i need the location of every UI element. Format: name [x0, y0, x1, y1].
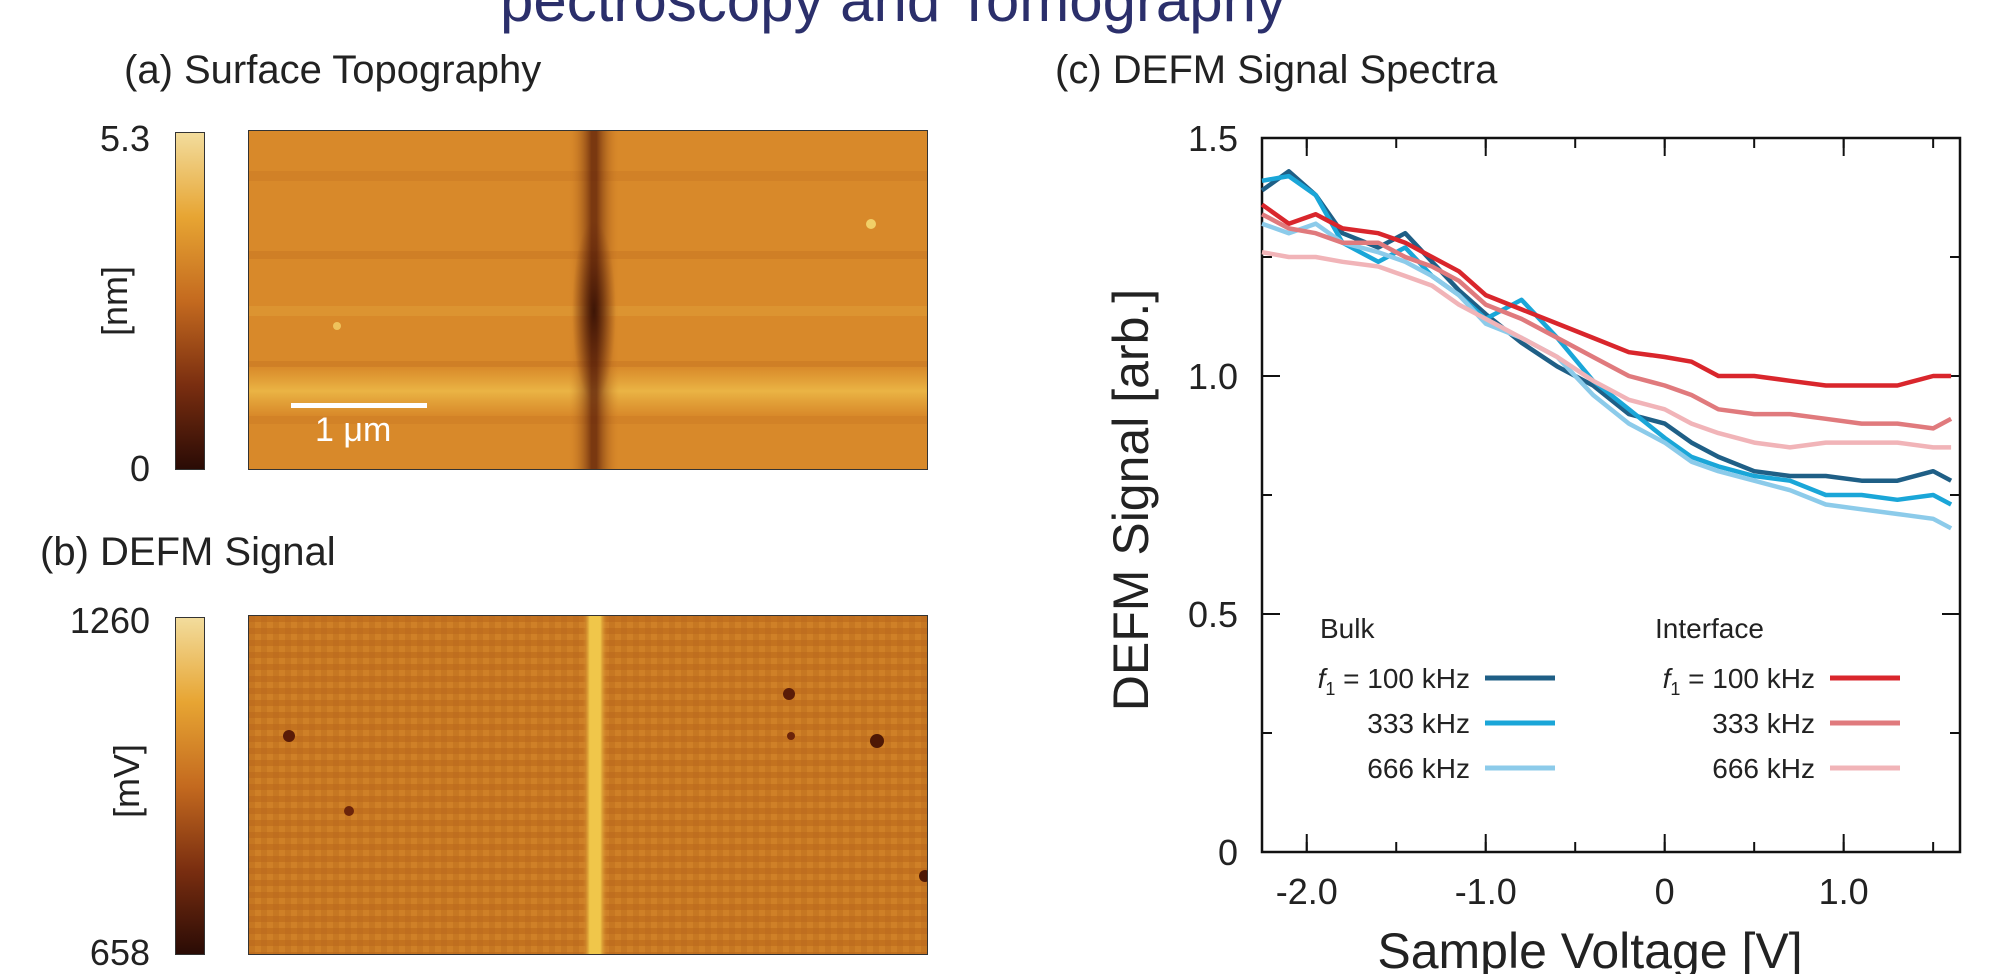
colorbar-a-max: 5.3: [99, 118, 150, 159]
colorbar-b-max: 1260: [69, 600, 150, 641]
y-tick-label: 0: [1218, 832, 1238, 873]
series-line-bulk-100kHz: [1260, 169, 1953, 483]
y-axis-label: DEFM Signal [arb.]: [1103, 289, 1159, 711]
series-line-bulk-333kHz: [1261, 173, 1953, 507]
x-tick-label: 1.0: [1819, 871, 1869, 912]
x-tick-label: 0: [1655, 871, 1675, 912]
colorbar-b: [175, 617, 205, 955]
series-line-interface-666kHz: [1261, 249, 1952, 450]
legend-label: f1 = 100 kHz: [1318, 663, 1470, 699]
slide-title-text: pectroscopy and Tomography: [500, 0, 1287, 34]
topography-image: 1 μm: [248, 130, 928, 470]
panel-b-title: (b) DEFM Signal: [40, 530, 336, 574]
colorbar-b-min: 658: [89, 932, 150, 973]
defm-map: [249, 616, 927, 954]
topography-map: [249, 131, 927, 469]
legend-label: f1 = 100 kHz: [1663, 663, 1815, 699]
y-tick-label: 1.0: [1188, 356, 1238, 397]
scale-bar-label: 1 μm: [315, 411, 392, 449]
plot-area: [1260, 136, 1962, 854]
legend-group-title: Bulk: [1320, 613, 1375, 644]
panel-c-title: (c) DEFM Signal Spectra: [1055, 48, 1498, 92]
colorbar-a-unit: [nm]: [94, 265, 136, 337]
colorbar-b-unit: [mV]: [106, 743, 148, 819]
scale-bar: [291, 403, 427, 408]
series-line-interface-333kHz: [1260, 212, 1953, 431]
defm-signal-image: [248, 615, 928, 955]
colorbar-a-min: 0: [129, 448, 150, 489]
slide-title-fragment: pectroscopy and Tomography: [170, 0, 1770, 34]
x-tick-label: -2.0: [1276, 871, 1338, 912]
x-tick-label: -1.0: [1455, 871, 1517, 912]
legend-label: 666 kHz: [1712, 753, 1815, 784]
y-tick-label: 0.5: [1188, 594, 1238, 635]
legend-group-title: Interface: [1655, 613, 1764, 644]
colorbar-a: [175, 132, 205, 470]
x-axis-label: Sample Voltage [V]: [1377, 923, 1802, 974]
panel-a-title: (a) Surface Topography: [124, 48, 542, 92]
legend-label: 333 kHz: [1712, 708, 1815, 739]
y-tick-label: 1.5: [1188, 118, 1238, 159]
series-line-interface-100kHz: [1260, 202, 1952, 388]
legend-label: 666 kHz: [1367, 753, 1470, 784]
legend-label: 333 kHz: [1367, 708, 1470, 739]
series-line-bulk-666kHz: [1261, 221, 1953, 531]
